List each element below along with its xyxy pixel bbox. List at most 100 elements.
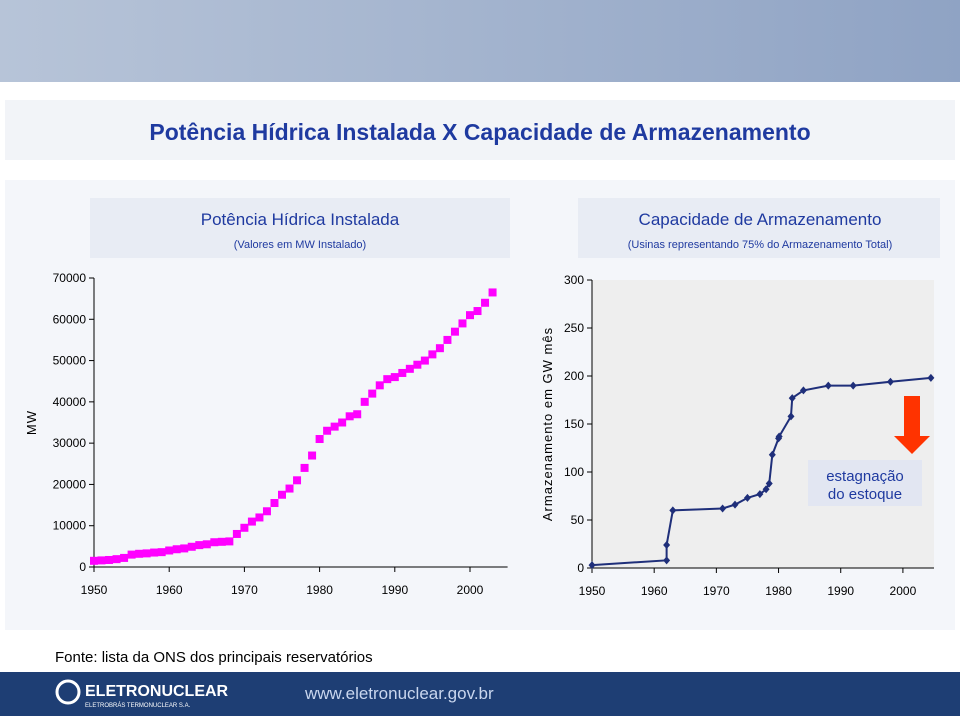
- point: [775, 432, 783, 441]
- point: [458, 319, 467, 328]
- y-tick-label: 150: [564, 417, 584, 431]
- point: [180, 544, 189, 553]
- x-tick-label: 1970: [703, 584, 730, 598]
- point: [473, 307, 482, 316]
- y-tick-label: 50000: [53, 354, 87, 368]
- point: [849, 381, 857, 390]
- point: [105, 555, 114, 564]
- point: [270, 499, 279, 508]
- y-tick-label: 0: [79, 560, 86, 574]
- point: [390, 373, 399, 382]
- y-axis-label: MW: [24, 410, 39, 435]
- point: [127, 550, 136, 559]
- point: [240, 523, 249, 532]
- x-tick-label: 1990: [381, 583, 408, 597]
- y-tick-label: 50: [571, 513, 585, 527]
- x-tick-label: 1980: [306, 583, 333, 597]
- y-tick-label: 300: [564, 273, 584, 287]
- point: [150, 548, 159, 557]
- x-tick-label: 1950: [81, 583, 108, 597]
- annotation: estagnação: [826, 468, 904, 485]
- chart-subtitle: (Usinas representando 75% do Armazenamen…: [628, 239, 893, 251]
- point: [210, 538, 219, 547]
- y-tick-label: 250: [564, 321, 584, 335]
- point: [323, 426, 332, 435]
- y-tick-label: 200: [564, 369, 584, 383]
- chart-title: Capacidade de Armazenamento: [639, 210, 882, 229]
- point: [765, 479, 773, 488]
- point: [157, 548, 166, 557]
- point: [120, 553, 129, 562]
- point: [824, 381, 832, 390]
- point: [762, 485, 770, 494]
- point: [247, 517, 256, 526]
- point: [112, 555, 121, 564]
- point: [308, 451, 317, 460]
- y-tick-label: 70000: [53, 271, 87, 285]
- point: [225, 537, 234, 546]
- point: [788, 394, 796, 403]
- title-box: [5, 100, 955, 160]
- y-tick-label: 60000: [53, 312, 87, 326]
- point: [202, 540, 211, 549]
- chart-title: Potência Hídrica Instalada: [201, 210, 400, 229]
- y-tick-label: 20000: [53, 477, 87, 491]
- point: [165, 546, 174, 555]
- annotation-arrow: [894, 396, 930, 454]
- chart2-header: [578, 198, 940, 258]
- x-tick-label: 1990: [827, 584, 854, 598]
- point: [886, 377, 894, 386]
- point: [450, 327, 459, 336]
- point: [383, 375, 392, 384]
- slide-title: Potência Hídrica Instalada X Capacidade …: [149, 119, 810, 145]
- point: [588, 561, 596, 570]
- point: [799, 386, 807, 395]
- point: [488, 288, 497, 297]
- point: [663, 556, 671, 565]
- point: [278, 490, 286, 499]
- series-line: [591, 376, 931, 567]
- point: [330, 422, 339, 431]
- annotation: do estoque: [828, 486, 902, 503]
- point: [466, 311, 474, 320]
- point: [768, 450, 776, 459]
- point: [172, 545, 181, 554]
- brand: ELETRONUCLEAR: [85, 683, 229, 700]
- x-tick-label: 2000: [457, 583, 484, 597]
- point: [353, 410, 362, 419]
- point: [719, 504, 727, 513]
- point: [405, 364, 414, 373]
- x-tick-label: 1970: [231, 583, 258, 597]
- point: [787, 412, 795, 421]
- point: [142, 549, 151, 558]
- annotation-box: [808, 460, 922, 506]
- source: Fonte: lista da ONS dos principais reser…: [55, 649, 373, 666]
- point: [368, 389, 377, 398]
- point: [443, 335, 452, 344]
- point: [187, 542, 196, 551]
- y-axis-label: Armazenamento em GW mês: [540, 327, 555, 521]
- point: [232, 529, 241, 538]
- brand-sub: ELETROBRÁS TERMONUCLEAR S.A.: [85, 702, 191, 709]
- x-tick-label: 1950: [579, 584, 606, 598]
- header-band: [0, 0, 960, 82]
- point: [255, 513, 264, 522]
- point: [481, 298, 490, 307]
- y-tick-label: 100: [564, 465, 584, 479]
- y-tick-label: 0: [577, 561, 584, 575]
- chart1-header: [90, 198, 510, 258]
- point: [315, 435, 324, 444]
- y-tick-label: 40000: [53, 395, 87, 409]
- point: [743, 493, 751, 502]
- point: [375, 381, 384, 390]
- point: [90, 556, 98, 565]
- chart-subtitle: (Valores em MW Instalado): [234, 239, 366, 251]
- x-tick-label: 1960: [641, 584, 668, 598]
- point: [217, 537, 226, 546]
- point: [293, 476, 302, 485]
- point: [413, 360, 422, 369]
- point: [195, 541, 204, 550]
- point: [360, 397, 369, 406]
- point: [428, 350, 437, 359]
